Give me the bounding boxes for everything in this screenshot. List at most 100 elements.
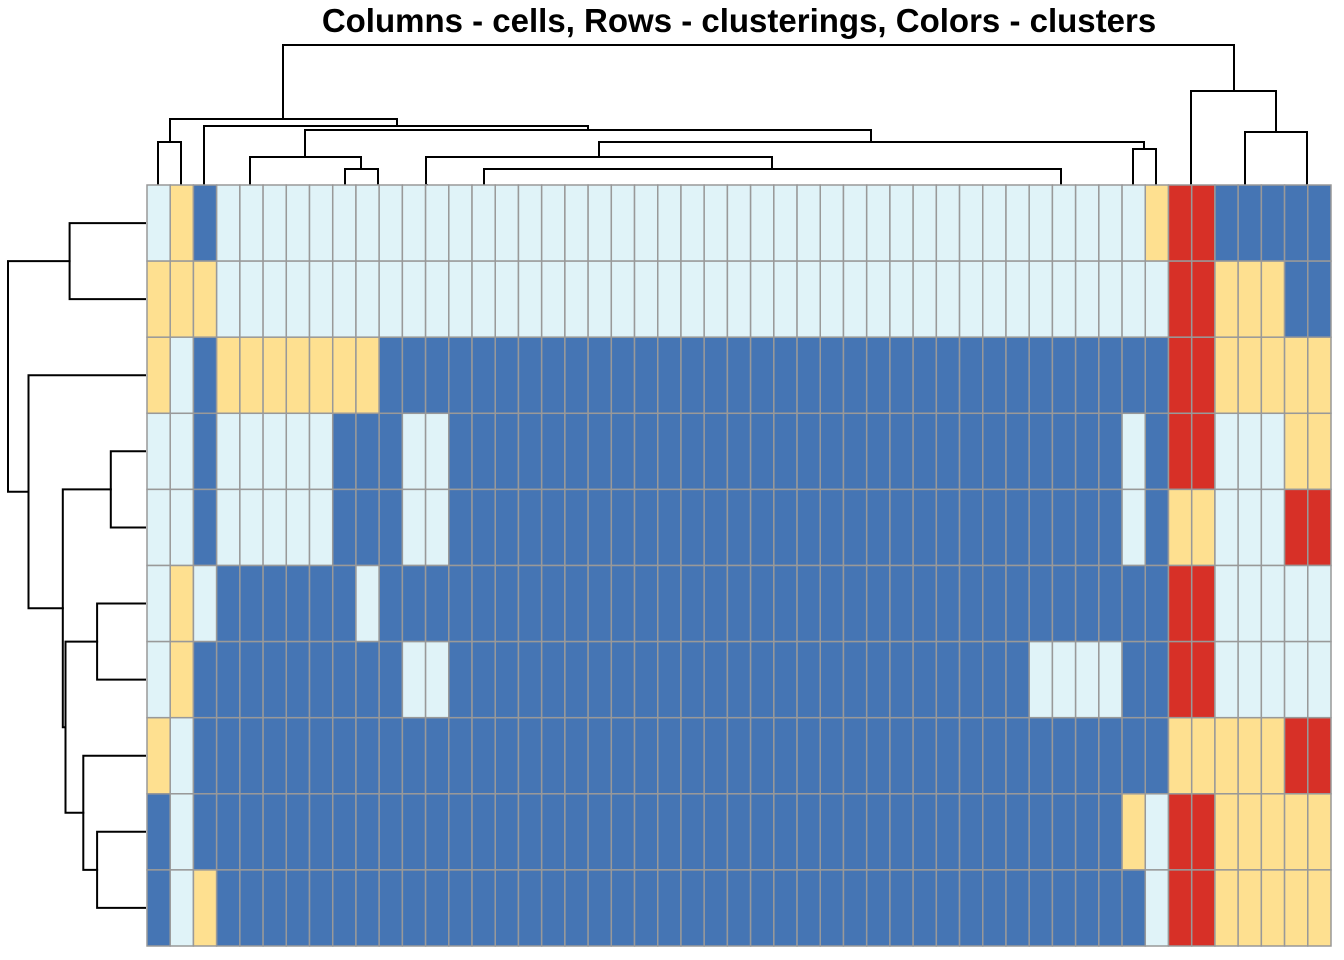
heatmap-cell — [1283, 793, 1309, 871]
row-dendrogram-link — [61, 488, 112, 729]
heatmap-cell — [424, 640, 450, 719]
heatmap-cell — [912, 336, 938, 415]
heatmap-cell — [726, 260, 752, 338]
heatmap-cell — [796, 336, 822, 415]
heatmap-cell — [796, 640, 822, 719]
heatmap-cell — [192, 260, 218, 338]
heatmap-cell — [564, 488, 589, 567]
heatmap-cell — [889, 716, 914, 795]
heatmap-cell — [1214, 793, 1239, 871]
heatmap-cell — [1074, 564, 1100, 643]
heatmap-cell — [239, 184, 264, 262]
heatmap-cell — [1121, 640, 1147, 719]
heatmap-cell — [865, 869, 891, 947]
heatmap-cell — [1028, 412, 1054, 491]
heatmap-cell — [239, 564, 264, 643]
heatmap-cell — [680, 336, 705, 415]
heatmap-cell — [935, 869, 961, 947]
heatmap-cell — [308, 336, 334, 415]
heatmap-cell — [982, 869, 1007, 947]
heatmap-cell — [1190, 184, 1216, 262]
heatmap-cell — [1260, 488, 1286, 567]
heatmap-cell — [703, 640, 729, 719]
heatmap-cell — [1074, 793, 1100, 871]
heatmap-cell — [657, 488, 682, 567]
heatmap-cell — [819, 412, 845, 491]
heatmap-cell — [610, 793, 636, 871]
heatmap-cell — [982, 184, 1007, 262]
heatmap-cell — [889, 412, 914, 491]
row-dendrogram-link — [82, 754, 146, 871]
heatmap-cell — [958, 260, 984, 338]
heatmap-cell — [1167, 488, 1193, 567]
heatmap-cell — [308, 564, 334, 643]
heatmap-cell — [448, 412, 473, 491]
heatmap-cell — [1028, 488, 1054, 567]
heatmap-cell — [958, 564, 984, 643]
heatmap-cell — [1074, 488, 1100, 567]
heatmap-cell — [1074, 412, 1100, 491]
heatmap-cell — [494, 488, 520, 567]
heatmap-cell — [703, 488, 729, 567]
heatmap-cell — [657, 184, 682, 262]
heatmap-cell — [401, 412, 427, 491]
heatmap-cell — [958, 716, 984, 795]
heatmap-cell — [1144, 336, 1170, 415]
heatmap-cell — [378, 716, 404, 795]
row-dendrogram — [7, 222, 146, 909]
heatmap-cell — [285, 869, 311, 947]
heatmap-cell — [865, 564, 891, 643]
heatmap-cell — [1144, 412, 1170, 491]
heatmap-cell — [587, 793, 613, 871]
heatmap-cell — [982, 564, 1007, 643]
heatmap-cell — [331, 640, 357, 719]
heatmap-cell — [540, 640, 566, 719]
heatmap-cell — [610, 184, 636, 262]
heatmap-cell — [1167, 640, 1193, 719]
heatmap-cell — [378, 336, 404, 415]
heatmap-cell — [331, 793, 357, 871]
heatmap-cell — [889, 184, 914, 262]
heatmap-cell — [146, 488, 171, 567]
heatmap-cell — [1237, 412, 1263, 491]
heatmap-cell — [540, 869, 566, 947]
heatmap-cell — [726, 412, 752, 491]
heatmap-cell — [494, 869, 520, 947]
heatmap-cell — [1260, 869, 1286, 947]
heatmap-cell — [1005, 412, 1030, 491]
heatmap-cell — [1098, 716, 1123, 795]
heatmap-cell — [1260, 640, 1286, 719]
heatmap-cell — [726, 564, 752, 643]
heatmap-cell — [378, 412, 404, 491]
heatmap-cell — [865, 793, 891, 871]
heatmap-cell — [587, 640, 613, 719]
heatmap-cell — [633, 260, 659, 338]
heatmap-cell — [703, 184, 729, 262]
heatmap-cell — [703, 869, 729, 947]
heatmap-cell — [1214, 869, 1239, 947]
heatmap-cell — [1144, 640, 1170, 719]
heatmap-cell — [378, 564, 404, 643]
heatmap-cell — [239, 793, 264, 871]
heatmap-cell — [912, 564, 938, 643]
heatmap-cell — [958, 336, 984, 415]
heatmap-cell — [517, 793, 543, 871]
heatmap-cell — [355, 260, 380, 338]
heatmap-cell — [1307, 564, 1332, 643]
heatmap-cell — [1237, 640, 1263, 719]
heatmap-cell — [1167, 412, 1193, 491]
heatmap-cell — [935, 564, 961, 643]
heatmap-cell — [1237, 336, 1263, 415]
row-dendrogram-link — [68, 222, 146, 301]
heatmap-cell — [262, 488, 288, 567]
heatmap-cell — [842, 640, 868, 719]
heatmap-cell — [1051, 184, 1077, 262]
heatmap-cell — [1005, 336, 1030, 415]
heatmap-cell — [587, 869, 613, 947]
heatmap-cell — [215, 793, 241, 871]
heatmap-cell — [796, 716, 822, 795]
heatmap-cell — [378, 640, 404, 719]
heatmap-cell — [564, 793, 589, 871]
column-dendrogram — [157, 44, 1308, 186]
heatmap-cell — [401, 869, 427, 947]
